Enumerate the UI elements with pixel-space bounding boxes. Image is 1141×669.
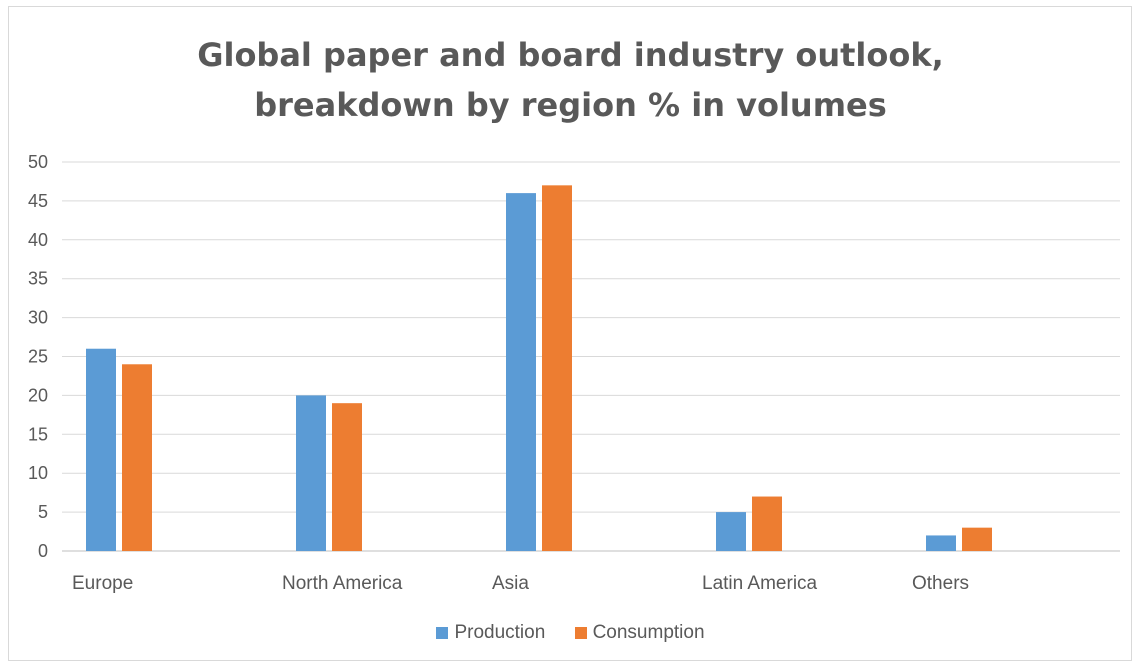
y-tick-label: 20 bbox=[28, 385, 48, 405]
x-category-label: Latin America bbox=[702, 573, 818, 594]
chart-title: Global paper and board industry outlook,… bbox=[0, 30, 1141, 130]
legend-swatch-production bbox=[436, 627, 449, 639]
bar-consumption-asia bbox=[542, 185, 572, 551]
bar-consumption-latin-america bbox=[752, 496, 782, 551]
bar-production-others bbox=[926, 535, 956, 551]
legend-swatch-consumption bbox=[574, 627, 587, 639]
y-tick-label: 35 bbox=[28, 269, 48, 289]
x-category-label: Asia bbox=[492, 573, 529, 594]
y-tick-label: 10 bbox=[28, 463, 48, 483]
y-tick-label: 25 bbox=[28, 347, 48, 367]
x-category-label: Europe bbox=[72, 573, 133, 594]
bar-consumption-europe bbox=[122, 364, 152, 551]
gridlines bbox=[62, 161, 1120, 552]
legend-label-consumption: Consumption bbox=[592, 622, 705, 643]
bar-consumption-north-america bbox=[332, 403, 362, 551]
chart-title-line-1: Global paper and board industry outlook, bbox=[197, 36, 944, 74]
y-tick-label: 0 bbox=[38, 541, 48, 561]
legend-label-production: Production bbox=[454, 622, 546, 643]
x-category-label: North America bbox=[282, 573, 403, 594]
x-axis-category-labels: Europe North America Asia Latin America Othe… bbox=[72, 573, 969, 594]
y-tick-label: 40 bbox=[28, 230, 48, 250]
y-tick-label: 15 bbox=[28, 424, 48, 444]
legend-item-consumption: Consumption bbox=[574, 622, 705, 644]
y-axis-tick-labels: 0 5 10 15 20 25 30 35 40 45 50 bbox=[28, 152, 48, 561]
bar-consumption-others bbox=[962, 527, 992, 551]
bar-production-north-america bbox=[296, 395, 326, 551]
legend: Production Consumption bbox=[0, 622, 1141, 645]
y-tick-label: 30 bbox=[28, 308, 48, 328]
legend-item-production: Production bbox=[436, 622, 545, 644]
bars bbox=[86, 185, 992, 551]
chart-title-line-2: breakdown by region % in volumes bbox=[254, 86, 887, 124]
x-category-label: Others bbox=[912, 573, 969, 594]
y-tick-label: 45 bbox=[28, 191, 48, 211]
bar-production-asia bbox=[506, 193, 536, 551]
bar-production-europe bbox=[86, 348, 116, 551]
bar-production-latin-america bbox=[716, 512, 746, 551]
y-tick-label: 5 bbox=[38, 502, 48, 522]
y-tick-label: 50 bbox=[28, 152, 48, 172]
